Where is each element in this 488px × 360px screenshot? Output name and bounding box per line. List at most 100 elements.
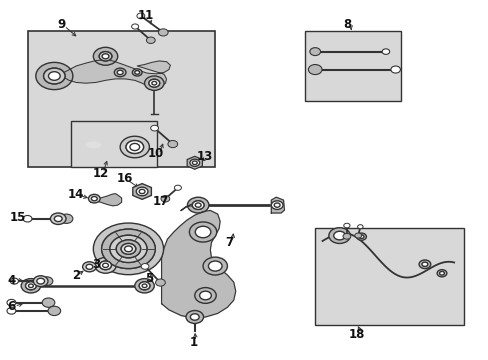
Text: 18: 18	[348, 328, 364, 341]
Bar	[71, 121, 157, 167]
Circle shape	[418, 260, 430, 269]
Circle shape	[126, 140, 143, 153]
Circle shape	[102, 229, 155, 269]
Text: 7: 7	[224, 236, 232, 249]
Circle shape	[116, 240, 141, 258]
Circle shape	[381, 49, 389, 54]
Circle shape	[48, 306, 61, 316]
Circle shape	[174, 185, 181, 190]
Circle shape	[60, 214, 73, 224]
Circle shape	[189, 159, 199, 166]
Circle shape	[139, 282, 150, 290]
Circle shape	[37, 278, 44, 284]
Circle shape	[208, 261, 222, 271]
Text: 10: 10	[147, 147, 163, 159]
Bar	[27, 31, 215, 167]
Bar	[305, 31, 400, 101]
Circle shape	[146, 37, 155, 44]
Circle shape	[124, 246, 132, 252]
Circle shape	[189, 222, 216, 242]
Circle shape	[43, 68, 65, 84]
Circle shape	[100, 261, 111, 270]
Circle shape	[161, 195, 169, 202]
Circle shape	[23, 216, 32, 222]
Circle shape	[144, 76, 163, 90]
Circle shape	[10, 278, 19, 284]
Circle shape	[203, 257, 227, 275]
Circle shape	[190, 314, 199, 320]
Circle shape	[21, 279, 41, 293]
Circle shape	[99, 51, 112, 61]
Circle shape	[187, 197, 208, 213]
Circle shape	[48, 72, 60, 80]
Text: 6: 6	[7, 300, 16, 313]
Text: 11: 11	[138, 9, 154, 22]
Circle shape	[192, 201, 203, 210]
Polygon shape	[187, 156, 202, 169]
Circle shape	[110, 235, 147, 262]
Circle shape	[43, 68, 65, 84]
Circle shape	[88, 194, 100, 203]
Circle shape	[195, 203, 201, 207]
Circle shape	[7, 308, 16, 314]
Text: 16: 16	[117, 172, 133, 185]
Text: 15: 15	[10, 211, 26, 224]
Circle shape	[309, 48, 320, 55]
Circle shape	[139, 282, 150, 290]
Circle shape	[271, 201, 283, 210]
Circle shape	[139, 189, 145, 194]
Circle shape	[195, 226, 210, 238]
Circle shape	[132, 69, 142, 76]
Circle shape	[121, 243, 136, 254]
Circle shape	[102, 263, 108, 267]
Circle shape	[421, 262, 427, 266]
Circle shape	[149, 79, 159, 87]
Circle shape	[150, 125, 158, 131]
Circle shape	[126, 140, 143, 153]
Circle shape	[99, 51, 112, 61]
Circle shape	[308, 64, 322, 75]
Text: 1: 1	[189, 336, 197, 348]
Circle shape	[192, 161, 197, 165]
Text: 8: 8	[343, 18, 351, 31]
Circle shape	[91, 197, 97, 201]
Circle shape	[136, 187, 148, 196]
Text: 17: 17	[152, 195, 168, 208]
Circle shape	[95, 257, 116, 273]
Circle shape	[342, 233, 350, 239]
Polygon shape	[181, 203, 201, 211]
Circle shape	[54, 216, 62, 222]
Circle shape	[390, 66, 400, 73]
Text: 12: 12	[92, 167, 108, 180]
Polygon shape	[161, 211, 235, 318]
Circle shape	[102, 229, 155, 269]
Circle shape	[142, 284, 147, 288]
Circle shape	[192, 201, 203, 210]
Circle shape	[36, 62, 73, 90]
Circle shape	[152, 81, 157, 85]
Circle shape	[121, 243, 136, 254]
Circle shape	[102, 54, 109, 59]
Circle shape	[328, 228, 349, 243]
Circle shape	[116, 240, 141, 258]
Circle shape	[155, 279, 165, 286]
Circle shape	[343, 223, 349, 228]
Circle shape	[439, 271, 444, 275]
Circle shape	[356, 233, 366, 240]
Circle shape	[42, 298, 55, 307]
Circle shape	[135, 71, 140, 74]
Circle shape	[28, 284, 33, 288]
Circle shape	[158, 29, 168, 36]
Text: 2: 2	[72, 269, 80, 282]
Circle shape	[86, 264, 93, 269]
Circle shape	[137, 13, 144, 19]
Circle shape	[114, 68, 126, 77]
Circle shape	[358, 235, 363, 238]
Circle shape	[82, 262, 96, 272]
Polygon shape	[133, 184, 151, 199]
Circle shape	[333, 231, 345, 240]
Text: 13: 13	[196, 150, 212, 163]
Text: 3: 3	[92, 258, 100, 271]
Circle shape	[141, 264, 149, 269]
Circle shape	[41, 277, 53, 285]
